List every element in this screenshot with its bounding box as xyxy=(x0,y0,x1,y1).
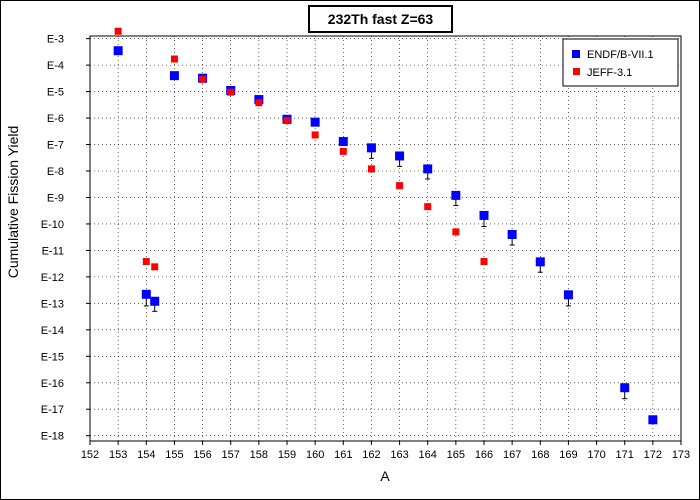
data-point xyxy=(451,190,461,200)
y-tick-label: E-6 xyxy=(47,113,64,125)
x-tick-label: 168 xyxy=(531,449,549,461)
x-tick-label: 152 xyxy=(81,449,99,461)
data-point xyxy=(114,27,122,35)
y-tick-label: E-7 xyxy=(47,140,64,152)
data-point xyxy=(338,137,348,147)
x-tick-label: 154 xyxy=(137,449,155,461)
x-tick-label: 157 xyxy=(222,449,240,461)
y-tick-label: E-18 xyxy=(41,431,64,443)
y-axis-title: Cumulative Fission Yield xyxy=(5,126,21,279)
data-point xyxy=(620,383,630,393)
data-point xyxy=(311,131,319,139)
legend-label-endf: ENDF/B-VII.1 xyxy=(587,49,654,61)
data-point xyxy=(170,55,178,63)
x-tick-label: 167 xyxy=(503,449,521,461)
data-point xyxy=(648,415,658,425)
y-tick-label: E-15 xyxy=(41,351,64,363)
x-axis-title: A xyxy=(380,468,390,484)
data-point xyxy=(169,71,179,81)
y-tick-label: E-13 xyxy=(41,298,64,310)
x-tick-label: 166 xyxy=(475,449,493,461)
data-point xyxy=(452,228,460,236)
y-tick-label: E-10 xyxy=(41,219,64,231)
series-jeff xyxy=(114,27,488,271)
chart-title: 232Th fast Z=63 xyxy=(328,11,434,27)
data-marks xyxy=(113,27,658,425)
data-point xyxy=(255,99,263,107)
x-tick-label: 163 xyxy=(390,449,408,461)
data-point xyxy=(479,210,489,220)
data-point xyxy=(507,229,517,239)
x-tick-label: 164 xyxy=(419,449,437,461)
data-point xyxy=(141,289,151,299)
data-point xyxy=(142,258,150,266)
y-tick-label: E-12 xyxy=(41,272,64,284)
x-tick-label: 156 xyxy=(193,449,211,461)
legend: ENDF/B-VII.1 JEFF-3.1 xyxy=(562,38,679,87)
x-tick-label: 158 xyxy=(250,449,268,461)
x-tick-label: 173 xyxy=(672,449,690,461)
legend-marker-jeff xyxy=(573,68,580,75)
legend-label-jeff: JEFF-3.1 xyxy=(587,67,632,79)
series-endf xyxy=(113,46,658,425)
y-tick-label: E-17 xyxy=(41,404,64,416)
data-point xyxy=(283,117,291,125)
x-tick-label: 169 xyxy=(559,449,577,461)
y-tick-label: E-11 xyxy=(42,245,64,257)
y-tick-label: E-4 xyxy=(47,60,64,72)
data-point xyxy=(367,165,375,173)
plot-area-border xyxy=(89,35,682,442)
data-point xyxy=(563,290,573,300)
x-tick-label: 153 xyxy=(109,449,127,461)
x-tick-label: 155 xyxy=(165,449,183,461)
data-point xyxy=(199,75,207,83)
y-tick-label: E-16 xyxy=(41,378,64,390)
y-tick-label: E-8 xyxy=(47,166,64,178)
data-point xyxy=(310,117,320,127)
data-point xyxy=(227,88,235,96)
data-point xyxy=(424,203,432,211)
x-tick-label: 161 xyxy=(334,449,352,461)
axis-ticks: 152 153 154 155 156 157 158 159 160 161 162 163 164 1… xyxy=(41,34,690,461)
data-point xyxy=(423,164,433,174)
grid xyxy=(90,36,681,441)
x-tick-label: 159 xyxy=(278,449,296,461)
data-point xyxy=(395,151,405,161)
x-tick-label: 172 xyxy=(644,449,662,461)
x-tick-label: 171 xyxy=(616,449,634,461)
x-tick-label: 165 xyxy=(447,449,465,461)
y-tick-label: E-9 xyxy=(47,192,64,204)
title-box: 232Th fast Z=63 xyxy=(308,5,453,33)
data-point xyxy=(150,296,160,306)
x-tick-label: 162 xyxy=(362,449,380,461)
data-point xyxy=(113,46,123,56)
data-point xyxy=(396,182,404,190)
y-tick-label: E-5 xyxy=(47,87,64,99)
data-point xyxy=(339,147,347,155)
data-point xyxy=(151,263,159,271)
y-tick-label: E-3 xyxy=(47,34,64,46)
legend-marker-endf xyxy=(572,50,580,58)
data-point xyxy=(480,258,488,266)
x-tick-label: 170 xyxy=(587,449,605,461)
data-point xyxy=(535,257,545,267)
y-tick-label: E-14 xyxy=(41,325,64,337)
data-point xyxy=(366,143,376,153)
x-tick-label: 160 xyxy=(306,449,324,461)
